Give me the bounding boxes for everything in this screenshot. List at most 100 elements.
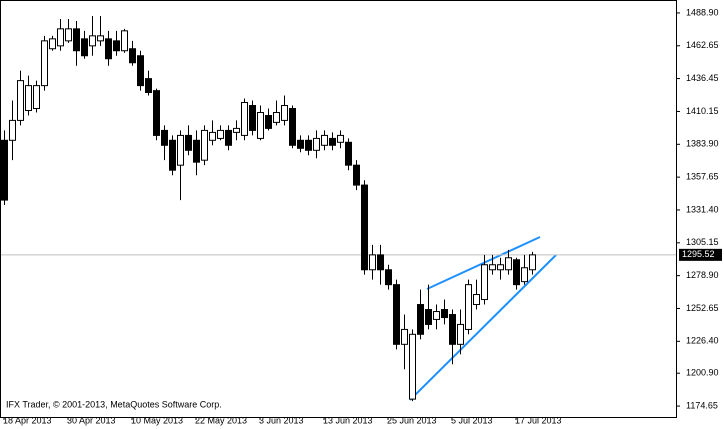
candle-body — [185, 134, 192, 151]
candle — [529, 251, 536, 275]
candle-body — [305, 139, 312, 151]
candle — [177, 130, 184, 201]
x-tick-label: 10 May 2013 — [131, 415, 183, 425]
y-tick-label: 1252.65 — [686, 303, 719, 313]
candle — [385, 264, 392, 290]
candle — [201, 125, 208, 166]
candle-body — [313, 137, 320, 151]
candle-body — [249, 105, 256, 131]
candle — [337, 130, 344, 149]
x-tick-label: 5 Jul 2013 — [451, 415, 493, 425]
candle-body — [361, 184, 368, 271]
candle — [441, 299, 448, 325]
candle — [233, 120, 240, 141]
candle-body — [161, 129, 168, 146]
candle — [17, 70, 24, 126]
candle-body — [441, 309, 448, 319]
y-tick-label: 1226.40 — [686, 336, 719, 346]
candle-body — [481, 264, 488, 301]
candle-body — [49, 38, 56, 50]
y-tick-label: 1383.90 — [686, 139, 719, 149]
candle-body — [225, 129, 232, 146]
candle — [1, 130, 8, 205]
candle — [161, 125, 168, 161]
candle — [289, 105, 296, 149]
candle-body — [1, 139, 8, 201]
candle — [209, 120, 216, 146]
candle-body — [529, 254, 536, 271]
x-tick-label: 3 Jun 2013 — [259, 415, 304, 425]
candle-body — [393, 284, 400, 345]
credit: IFX Trader, © 2001-2013, MetaQuotes Soft… — [6, 399, 222, 409]
current-price-label: 1295.52 — [682, 249, 715, 259]
candle — [321, 130, 328, 151]
candle — [265, 108, 272, 131]
candle-body — [281, 105, 288, 121]
candle-body — [33, 85, 40, 110]
candle — [425, 284, 432, 330]
candle — [89, 15, 96, 56]
candle — [193, 130, 200, 176]
candle-body — [81, 38, 88, 57]
candle-body — [289, 108, 296, 146]
candle-body — [465, 284, 472, 330]
candle-body — [321, 134, 328, 146]
candle-body — [177, 134, 184, 166]
candle — [137, 50, 144, 91]
candle-body — [113, 40, 120, 52]
candle-body — [329, 137, 336, 146]
x-tick-label: 18 Apr 2013 — [3, 415, 52, 425]
current-price-box — [679, 248, 722, 261]
candle-body — [265, 115, 272, 129]
y-tick-label: 1278.90 — [686, 270, 719, 280]
candle — [121, 28, 128, 53]
candle-body — [9, 119, 16, 141]
candle — [81, 30, 88, 59]
candle — [377, 244, 384, 285]
candle-body — [169, 139, 176, 171]
candle-body — [345, 141, 352, 166]
candle — [457, 309, 464, 355]
candle-body — [65, 28, 72, 42]
candle-body — [201, 129, 208, 161]
y-tick-label: 1200.90 — [686, 368, 719, 378]
candle-body — [257, 112, 264, 139]
candle — [465, 279, 472, 335]
candle-body — [385, 269, 392, 286]
candle-body — [273, 112, 280, 123]
candle — [401, 314, 408, 370]
candle — [481, 254, 488, 305]
candle — [225, 125, 232, 151]
candle-body — [217, 129, 224, 139]
candle — [369, 244, 376, 280]
x-tick-label: 22 May 2013 — [195, 415, 247, 425]
trendline-lower — [409, 254, 557, 401]
candle — [241, 98, 248, 141]
candle-body — [297, 139, 304, 149]
candle-body — [401, 328, 408, 345]
candle-body — [489, 264, 496, 271]
candle — [313, 130, 320, 159]
x-tick-label: 13 Jun 2013 — [323, 415, 373, 425]
candle-body — [233, 127, 240, 133]
candle-body — [209, 131, 216, 141]
candle — [497, 257, 504, 280]
candle-body — [409, 333, 416, 400]
y-tick-label: 1174.65 — [686, 400, 718, 410]
candle-body — [25, 85, 32, 112]
candle-body — [17, 80, 24, 121]
candle-body — [153, 90, 160, 136]
candle — [505, 249, 512, 275]
candle — [433, 304, 440, 330]
candle — [185, 125, 192, 156]
candle — [65, 18, 72, 43]
candle-body — [129, 48, 136, 64]
candle — [169, 135, 176, 176]
candle — [113, 30, 120, 56]
y-tick-label: 1305.15 — [686, 237, 719, 247]
candle — [393, 279, 400, 350]
candle — [217, 125, 224, 141]
candle — [489, 254, 496, 275]
candle-body — [513, 259, 520, 286]
x-tick-label: 17 Jul 2013 — [515, 415, 562, 425]
